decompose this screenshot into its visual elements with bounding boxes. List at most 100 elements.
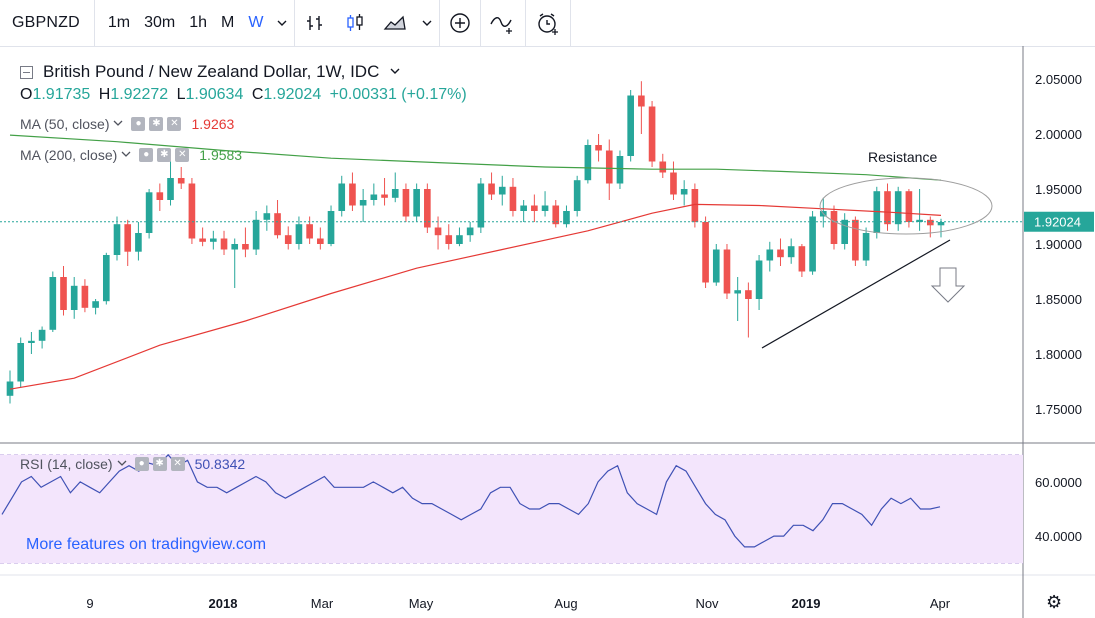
toolbar-divider [525,0,527,46]
candle-body [798,246,806,272]
time-tick-label: Aug [554,596,577,611]
interval-1m[interactable]: 1m [107,14,131,31]
settings-icon[interactable]: ✱ [149,117,164,131]
interval-group: 1m 30m 1h M W [95,14,271,32]
toolbar-divider [439,0,441,46]
settings-gear-icon[interactable]: ⚙ [1046,592,1063,612]
candle-body [60,277,67,310]
legend-ohlc: O1.91735 H1.92272 L1.90634 C1.92024 +0.0… [20,86,467,104]
candle-body [306,224,313,239]
price-tick-label: 1.75000 [1035,402,1082,417]
legend-title-row: British Pound / New Zealand Dollar, 1W, … [20,62,407,82]
candle-body [359,200,367,206]
candle-body [295,224,303,244]
candle-body [563,211,570,225]
candle-body [70,285,78,310]
candle-body [712,249,720,283]
down-arrow-icon [930,267,966,303]
settings-icon[interactable]: ✱ [157,148,172,162]
rsi-label[interactable]: RSI (14, close) [20,456,113,472]
time-tick-label: Apr [930,596,951,611]
candle-body [777,249,784,258]
ma200-chevron-icon[interactable] [117,150,135,160]
candle-body [745,290,752,299]
candle-body [92,301,99,308]
price-tick-label: 1.95000 [1035,182,1082,197]
bars-style-icon[interactable] [295,0,335,46]
interval-30m[interactable]: 30m [144,14,176,31]
price-axis[interactable]: 1.75000 1.80000 1.85000 1.90000 1.95000 2.000… [1035,72,1082,544]
candles-style-icon[interactable] [335,0,375,46]
close-icon[interactable]: ✕ [167,117,182,131]
interval-1h[interactable]: 1h [189,14,208,31]
candle-body [680,189,688,195]
candle-body [894,191,902,225]
candle-body [167,178,174,200]
low-label: L [176,86,186,103]
high-label: H [98,86,111,103]
candle-body [28,340,35,343]
area-style-icon[interactable] [375,0,415,46]
candle-body [424,189,431,228]
candle-body [638,95,645,107]
candle-body [370,194,378,200]
chart-style-chevron-icon[interactable] [415,0,439,46]
candle-body [926,219,934,226]
time-tick-label: Nov [695,596,719,611]
candle-body [402,189,410,217]
ma50-label[interactable]: MA (50, close) [20,116,110,132]
watermark-link[interactable]: More features on tradingview.com [26,536,267,553]
eye-icon[interactable]: ● [134,457,149,471]
candle-body [327,211,335,244]
price-tick-label: 2.00000 [1035,127,1082,142]
legend-chevron-icon[interactable] [385,67,407,77]
close-icon[interactable]: ✕ [175,148,190,162]
rsi-chevron-icon[interactable] [113,459,131,469]
ma50-line [9,203,942,390]
interval-w[interactable]: W [248,14,264,31]
interval-m[interactable]: M [221,14,235,31]
price-chart[interactable]: Resistance 1.750001.800001.850001.900001… [0,46,1095,618]
price-tick-label: 1.85000 [1035,292,1082,307]
candle-body [841,219,849,244]
ma50-chevron-icon[interactable] [109,119,127,129]
candle-body [595,145,602,151]
rsi-legend: RSI (14, close) ● ✱ ✕ 50.8342 [20,456,245,472]
close-value: 1.92024 [263,86,322,103]
collapse-icon[interactable] [20,65,33,79]
candle-body [466,227,474,236]
candle-body [263,213,271,220]
candle-body [177,178,185,184]
candle-body [284,235,292,244]
symbol-search[interactable]: GBPNZD [12,14,80,31]
time-tick-label: 9 [86,596,93,611]
close-icon[interactable]: ✕ [170,457,185,471]
support-trendline [761,239,951,349]
indicators-icon[interactable] [481,0,525,46]
candle-body [584,145,592,181]
time-axis[interactable]: 9 2018 Mar May Aug Nov 2019 Apr [86,596,950,611]
candle-body [670,172,677,195]
candle-body [809,216,816,272]
candle-body [81,285,89,308]
interval-dropdown-chevron-icon[interactable] [270,0,294,46]
rsi-tick-label: 60.0000 [1035,475,1082,490]
candle-body [38,329,46,341]
eye-icon[interactable]: ● [131,117,146,131]
add-compare-icon[interactable] [440,0,480,46]
candle-body [199,238,206,242]
candle-body [113,224,121,255]
candle-body [413,189,420,217]
last-price-value: 1.92024 [1034,215,1081,230]
open-value: 1.91735 [32,86,91,103]
candle-body [691,189,699,222]
resistance-label: Resistance [868,149,937,165]
ma200-label[interactable]: MA (200, close) [20,147,118,163]
toolbar-divider [480,0,482,46]
eye-icon[interactable]: ● [139,148,154,162]
price-tick-label: 1.90000 [1035,237,1082,252]
settings-icon[interactable]: ✱ [152,457,167,471]
candle-body [830,211,838,244]
candle-body [723,249,731,294]
alert-clock-icon[interactable] [526,0,570,46]
